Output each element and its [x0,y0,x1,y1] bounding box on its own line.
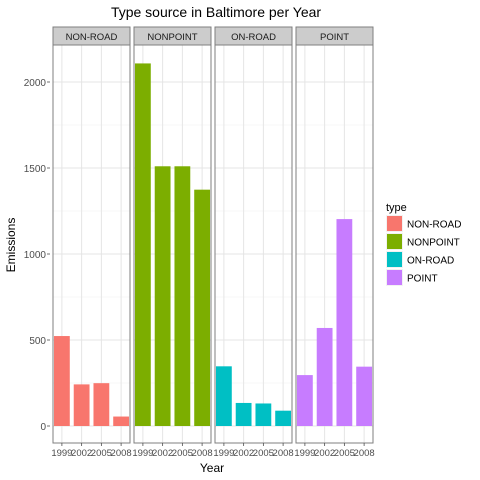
facet-strip [214,26,293,46]
x-tick-label: 1999 [132,448,153,459]
y-tick-label: 2000 [24,78,47,89]
legend-key-nonpoint [387,234,402,249]
bar-non-road-1999 [53,336,70,426]
bar-on-road-2005 [255,403,272,426]
legend-title: type [386,202,407,214]
x-tick-label: 1999 [294,448,315,459]
x-tick-label: 2008 [192,448,213,459]
legend-label-on-road: ON-ROAD [407,256,454,267]
bar-point-2008 [356,366,373,426]
y-tick-label: 500 [29,336,46,347]
x-tick-label: 1999 [213,448,234,459]
facet-strip [133,26,212,46]
legend-label-nonpoint: NONPOINT [407,238,460,249]
legend-key-on-road [387,252,402,267]
bar-point-2002 [316,327,333,426]
x-tick-label: 2002 [71,448,92,459]
legend-label-point: POINT [407,274,438,285]
facet-strip-label: POINT [320,32,349,43]
legend-label-non-road: NON-ROAD [407,220,461,231]
legend-key-point [387,270,402,285]
facet-panels: NON-ROAD1999200220052008NONPOINT19992002… [51,26,375,459]
y-tick-label: 0 [40,422,46,433]
y-axis-label: Emissions [4,218,18,273]
bar-on-road-1999 [215,366,232,426]
bar-on-road-2002 [235,402,252,426]
x-axis-label: Year [200,461,224,475]
bar-point-1999 [296,375,313,426]
facet-strip-label: NON-ROAD [66,32,118,43]
y-tick-label: 1000 [24,250,47,261]
bar-nonpoint-2008 [194,189,211,426]
x-tick-label: 2005 [172,448,193,459]
facet-strip [295,26,374,46]
x-tick-label: 2005 [253,448,274,459]
bar-non-road-2002 [73,384,90,426]
bar-nonpoint-2002 [154,166,171,426]
bar-nonpoint-2005 [174,166,191,426]
bar-non-road-2005 [93,383,110,426]
x-tick-label: 2005 [334,448,355,459]
x-tick-label: 2008 [111,448,132,459]
x-tick-label: 2008 [354,448,375,459]
x-tick-label: 2005 [91,448,112,459]
bar-nonpoint-1999 [134,63,151,426]
bar-non-road-2008 [113,416,130,426]
x-tick-label: 2002 [233,448,254,459]
x-tick-label: 2002 [314,448,335,459]
facet-strip-label: NONPOINT [147,32,197,43]
legend-key-non-road [387,216,402,231]
bar-point-2005 [336,219,353,426]
facet-strip [52,26,131,46]
y-axis-tick-labels: 0 500 1000 1500 2000 [24,78,50,433]
legend: type NON-ROAD NONPOINT ON-ROAD POINT [386,202,461,286]
y-tick-label: 1500 [24,164,47,175]
x-tick-label: 1999 [51,448,72,459]
bar-on-road-2008 [275,410,292,426]
x-tick-label: 2008 [273,448,294,459]
chart-title: Type source in Baltimore per Year [111,4,321,20]
facet-strip-label: ON-ROAD [231,32,276,43]
x-tick-label: 2002 [152,448,173,459]
